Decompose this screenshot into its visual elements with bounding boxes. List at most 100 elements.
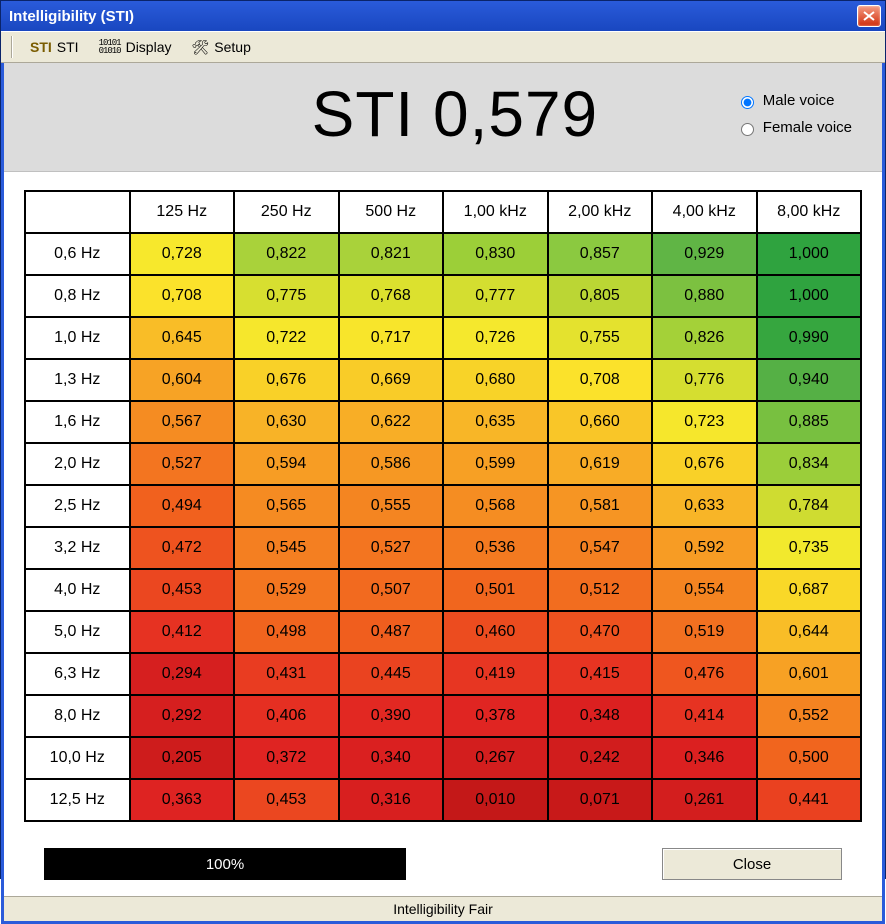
- bits-icon: 1010101010: [99, 39, 121, 55]
- data-cell: 0,660: [548, 401, 653, 443]
- col-header: 8,00 kHz: [757, 191, 862, 233]
- data-cell: 0,594: [234, 443, 339, 485]
- data-cell: 0,735: [757, 527, 862, 569]
- data-cell: 0,619: [548, 443, 653, 485]
- data-cell: 0,205: [130, 737, 235, 779]
- data-cell: 0,669: [339, 359, 444, 401]
- corner-cell: [25, 191, 130, 233]
- data-cell: 0,599: [443, 443, 548, 485]
- col-header: 125 Hz: [130, 191, 235, 233]
- data-cell: 0,348: [548, 695, 653, 737]
- data-cell: 0,292: [130, 695, 235, 737]
- data-cell: 0,644: [757, 611, 862, 653]
- row-header: 0,8 Hz: [25, 275, 130, 317]
- table-row: 4,0 Hz0,4530,5290,5070,5010,5120,5540,68…: [25, 569, 861, 611]
- data-cell: 0,630: [234, 401, 339, 443]
- data-cell: 0,406: [234, 695, 339, 737]
- table-row: 3,2 Hz0,4720,5450,5270,5360,5470,5920,73…: [25, 527, 861, 569]
- female-voice-label: Female voice: [763, 119, 852, 136]
- data-cell: 0,414: [652, 695, 757, 737]
- row-header: 1,0 Hz: [25, 317, 130, 359]
- sti-icon: STI: [30, 39, 52, 55]
- data-cell: 0,775: [234, 275, 339, 317]
- data-cell: 0,552: [757, 695, 862, 737]
- table-row: 6,3 Hz0,2940,4310,4450,4190,4150,4760,60…: [25, 653, 861, 695]
- mtf-table: 125 Hz250 Hz500 Hz1,00 kHz2,00 kHz4,00 k…: [24, 190, 862, 822]
- data-cell: 0,755: [548, 317, 653, 359]
- data-cell: 0,622: [339, 401, 444, 443]
- data-cell: 0,581: [548, 485, 653, 527]
- data-cell: 0,472: [130, 527, 235, 569]
- data-cell: 0,431: [234, 653, 339, 695]
- sti-button-1[interactable]: STI STI: [26, 37, 83, 57]
- close-icon[interactable]: [857, 5, 881, 27]
- table-row: 1,3 Hz0,6040,6760,6690,6800,7080,7760,94…: [25, 359, 861, 401]
- col-header: 1,00 kHz: [443, 191, 548, 233]
- male-voice-label: Male voice: [763, 92, 835, 109]
- row-header: 0,6 Hz: [25, 233, 130, 275]
- table-row: 8,0 Hz0,2920,4060,3900,3780,3480,4140,55…: [25, 695, 861, 737]
- data-cell: 0,071: [548, 779, 653, 821]
- display-button[interactable]: 1010101010 Display: [95, 37, 176, 57]
- data-cell: 0,494: [130, 485, 235, 527]
- table-row: 10,0 Hz0,2050,3720,3400,2670,2420,3460,5…: [25, 737, 861, 779]
- progress-bar: 100%: [44, 848, 406, 880]
- data-cell: 0,805: [548, 275, 653, 317]
- data-cell: 0,768: [339, 275, 444, 317]
- data-cell: 0,242: [548, 737, 653, 779]
- data-cell: 1,000: [757, 233, 862, 275]
- progress-label: 100%: [206, 856, 244, 873]
- window-title: Intelligibility (STI): [9, 8, 134, 25]
- data-cell: 0,316: [339, 779, 444, 821]
- data-cell: 0,453: [130, 569, 235, 611]
- close-button[interactable]: Close: [662, 848, 842, 880]
- data-cell: 0,990: [757, 317, 862, 359]
- data-cell: 0,717: [339, 317, 444, 359]
- data-cell: 0,346: [652, 737, 757, 779]
- row-header: 5,0 Hz: [25, 611, 130, 653]
- status-label: Intelligibility Fair: [393, 901, 493, 917]
- row-header: 1,3 Hz: [25, 359, 130, 401]
- tools-icon: 🛠: [191, 39, 209, 56]
- male-voice-option[interactable]: Male voice: [736, 92, 852, 109]
- data-cell: 0,708: [548, 359, 653, 401]
- data-cell: 0,363: [130, 779, 235, 821]
- col-header: 2,00 kHz: [548, 191, 653, 233]
- setup-label: Setup: [214, 39, 251, 55]
- data-cell: 0,555: [339, 485, 444, 527]
- female-voice-option[interactable]: Female voice: [736, 119, 852, 136]
- data-cell: 0,676: [652, 443, 757, 485]
- data-cell: 0,487: [339, 611, 444, 653]
- data-cell: 0,294: [130, 653, 235, 695]
- data-cell: 0,568: [443, 485, 548, 527]
- data-cell: 0,529: [234, 569, 339, 611]
- data-cell: 0,826: [652, 317, 757, 359]
- sti-heading: STI 0,579: [174, 77, 736, 151]
- data-cell: 0,372: [234, 737, 339, 779]
- data-cell: 0,547: [548, 527, 653, 569]
- row-header: 2,5 Hz: [25, 485, 130, 527]
- data-cell: 0,340: [339, 737, 444, 779]
- data-cell: 0,885: [757, 401, 862, 443]
- data-cell: 0,586: [339, 443, 444, 485]
- data-cell: 0,390: [339, 695, 444, 737]
- female-voice-radio[interactable]: [741, 123, 754, 136]
- display-label: Display: [126, 39, 172, 55]
- setup-button[interactable]: 🛠 Setup: [187, 37, 254, 58]
- data-cell: 0,601: [757, 653, 862, 695]
- data-cell: 0,821: [339, 233, 444, 275]
- data-cell: 0,527: [339, 527, 444, 569]
- data-cell: 0,723: [652, 401, 757, 443]
- header-strip: STI 0,579 Male voice Female voice: [4, 63, 882, 172]
- row-header: 12,5 Hz: [25, 779, 130, 821]
- data-cell: 0,519: [652, 611, 757, 653]
- male-voice-radio[interactable]: [741, 96, 754, 109]
- table-row: 0,8 Hz0,7080,7750,7680,7770,8050,8801,00…: [25, 275, 861, 317]
- row-header: 2,0 Hz: [25, 443, 130, 485]
- table-row: 1,0 Hz0,6450,7220,7170,7260,7550,8260,99…: [25, 317, 861, 359]
- data-cell: 0,687: [757, 569, 862, 611]
- col-header: 250 Hz: [234, 191, 339, 233]
- row-header: 8,0 Hz: [25, 695, 130, 737]
- table-row: 12,5 Hz0,3630,4530,3160,0100,0710,2610,4…: [25, 779, 861, 821]
- row-header: 6,3 Hz: [25, 653, 130, 695]
